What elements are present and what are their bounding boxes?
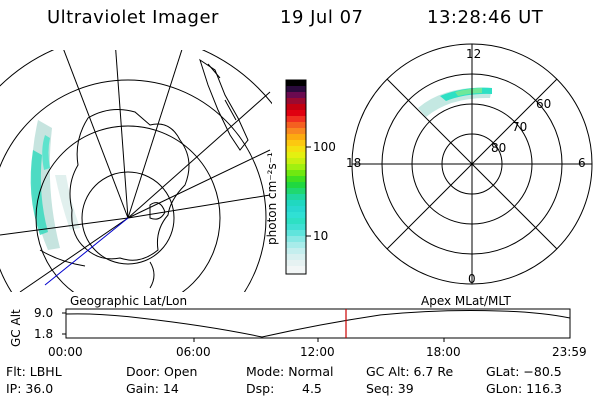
status-door: Door: Open xyxy=(126,364,198,379)
mlt-label-12: 12 xyxy=(466,47,482,61)
projection-line xyxy=(44,217,129,286)
status-dsp-value: 4.5 xyxy=(302,381,322,396)
instrument-title: Ultraviolet Imager xyxy=(47,7,219,28)
polar-grid xyxy=(351,43,593,285)
meridians xyxy=(0,50,271,292)
mlt-label-6: 6 xyxy=(578,156,586,170)
aurora-band-polar xyxy=(418,87,492,117)
status-gain: Gain: 14 xyxy=(126,381,179,396)
latitude-circles xyxy=(0,50,272,292)
colorbar-tick-100: 100 xyxy=(313,140,336,154)
xtick-2359: 23:59 xyxy=(552,345,587,359)
colorbar-label: photon cm⁻²s⁻¹ xyxy=(265,152,279,245)
status-glat: GLat: −80.5 xyxy=(486,364,562,379)
lat-label-70: 70 xyxy=(512,120,528,134)
altitude-plot xyxy=(62,308,571,342)
date-label: 19 Jul 07 xyxy=(280,7,364,28)
coastline xyxy=(39,58,249,289)
altitude-curve xyxy=(65,310,571,338)
status-glon: GLon: 116.3 xyxy=(486,381,562,396)
altitude-ylabel: GC Alt xyxy=(9,309,23,347)
aurora-band-geo xyxy=(30,120,80,250)
mlt-label-0: 0 xyxy=(468,272,476,286)
status-seq: Seq: 39 xyxy=(366,381,414,396)
status-mode: Mode: Normal xyxy=(246,364,334,379)
xtick-1800: 18:00 xyxy=(426,345,461,359)
status-flt: Flt: LBHL xyxy=(6,364,62,379)
colorbar-tick-10: 10 xyxy=(313,229,329,243)
time-label: 13:28:46 UT xyxy=(427,7,544,28)
apex-label: Apex MLat/MLT xyxy=(421,294,511,308)
polar-plot xyxy=(351,43,593,285)
status-gc-alt: GC Alt: 6.7 Re xyxy=(366,364,454,379)
status-ip: IP: 36.0 xyxy=(6,381,54,396)
mlt-label-18: 18 xyxy=(346,156,362,170)
status-dsp-label: Dsp: xyxy=(246,381,275,396)
xtick-0600: 06:00 xyxy=(176,345,211,359)
xtick-0000: 00:00 xyxy=(48,345,83,359)
xtick-1200: 12:00 xyxy=(300,345,335,359)
lat-label-80: 80 xyxy=(491,141,507,155)
altitude-ytick-low: 1.8 xyxy=(34,327,54,341)
geographic-label: Geographic Lat/Lon xyxy=(70,294,188,308)
lat-label-60: 60 xyxy=(536,97,552,111)
altitude-ytick-high: 9.0 xyxy=(34,306,54,320)
geographic-map xyxy=(0,50,272,292)
color-bar xyxy=(285,79,311,275)
